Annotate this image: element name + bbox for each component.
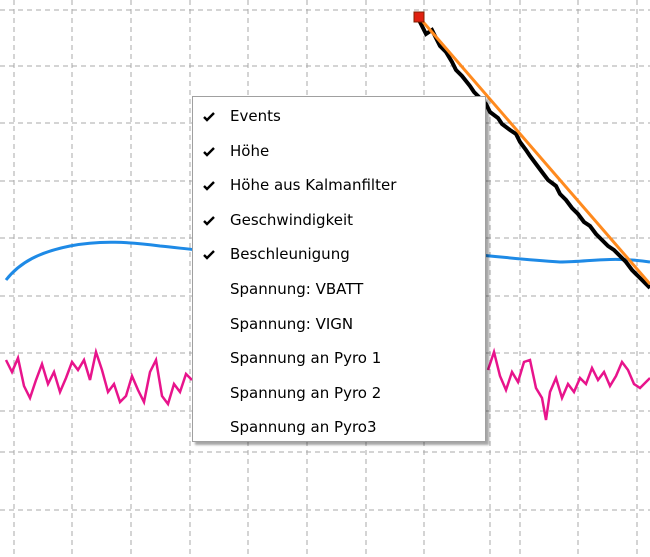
menu-item[interactable]: Höhe aus Kalmanfilter [193,168,485,203]
menu-item[interactable]: Spannung an Pyro3 [193,410,485,445]
pink-trace [4,347,650,421]
menu-item[interactable]: Events [193,99,485,134]
check-mark [203,112,215,122]
menu-item-label: Höhe aus Kalmanfilter [230,176,397,195]
menu-item-label: Beschleunigung [230,245,350,264]
menu-item-label: Events [230,107,281,125]
check-path [203,181,215,191]
check-path [203,215,215,226]
menu-item[interactable]: Spannung an Pyro 2 [193,376,485,411]
menu-item[interactable]: Spannung: VIGN [193,307,485,342]
check-mark [203,181,215,191]
menu-item[interactable]: Höhe [193,134,485,169]
check-path [203,112,215,122]
black-trace [416,17,650,290]
menu-item-label: Spannung an Pyro 2 [230,383,382,402]
menu-item-label: Spannung: VBATT [230,279,364,298]
menu-item-label: Spannung: VIGN [230,314,354,333]
menu-item[interactable]: Spannung an Pyro 1 [193,341,485,376]
menu-item-label: Spannung an Pyro3 [230,418,377,437]
check-mark [203,146,215,157]
context-menu: Events Höhe Höhe aus Kalmanfilter Geschwind… [192,96,486,442]
start-marker [413,11,425,23]
menu-item-label: Spannung an Pyro 1 [230,349,382,368]
orange-fit [416,15,650,285]
menu-item[interactable]: Beschleunigung [193,237,485,272]
check-mark [203,250,215,261]
check-path [203,146,215,157]
menu-item-label: Höhe [230,141,270,160]
menu-item[interactable]: Geschwindigkeit [193,203,485,238]
menu-item[interactable]: Spannung: VBATT [193,272,485,307]
check-path [203,250,215,261]
menu-item-label: Geschwindigkeit [230,210,354,229]
check-mark [203,215,215,226]
blue-trace [4,240,650,281]
